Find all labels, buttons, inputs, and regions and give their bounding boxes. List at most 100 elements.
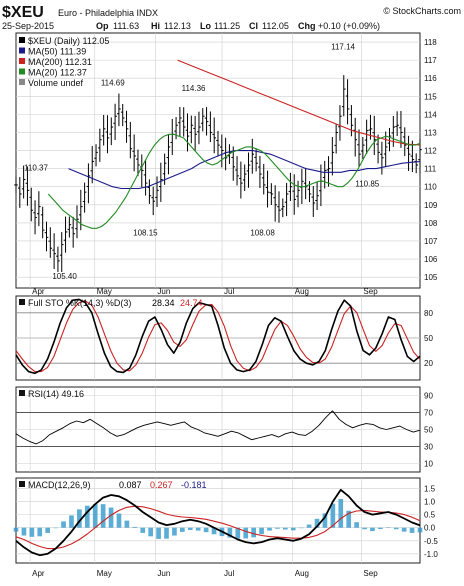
macd-histogram-bar xyxy=(346,510,352,528)
price-bar xyxy=(44,221,49,252)
macd-ytick-label: 0.5 xyxy=(424,511,436,520)
month-label-top: May xyxy=(97,287,112,296)
chg-label: Chg xyxy=(298,21,316,31)
rsi-ytick-label: 30 xyxy=(424,443,433,452)
macd-histogram-bar xyxy=(61,521,66,528)
price-bar xyxy=(21,165,26,199)
price-bar xyxy=(48,227,53,258)
macd-signal-line xyxy=(15,505,421,550)
month-label-bottom: Aug xyxy=(295,569,309,578)
price-bar xyxy=(151,186,156,216)
macd-histogram-bar xyxy=(13,527,19,532)
price-bar xyxy=(338,105,342,141)
price-bar xyxy=(67,216,72,238)
price-bar xyxy=(14,176,18,194)
price-ytick-label: 106 xyxy=(424,255,438,264)
macd-ytick-label: 1.5 xyxy=(424,484,436,493)
price-bar xyxy=(37,191,41,227)
macd-histogram-bar xyxy=(409,527,415,533)
rsi-legend-swatch xyxy=(19,390,25,396)
chg-value: +0.10 (+0.09%) xyxy=(318,21,380,31)
price-bar xyxy=(216,130,220,157)
macd-histogram-bar xyxy=(251,527,256,538)
month-label-bottom: Apr xyxy=(32,569,45,578)
price-bar xyxy=(94,144,98,167)
price-bar xyxy=(120,103,125,127)
price-ytick-label: 109 xyxy=(424,201,438,210)
price-extreme-label: 114.36 xyxy=(182,84,206,93)
price-ytick-label: 115 xyxy=(424,92,437,101)
price-bar xyxy=(200,108,205,132)
macd-legend-title: MACD(12,26,9) xyxy=(28,480,91,490)
price-bar xyxy=(345,79,350,125)
month-label-bottom: Jul xyxy=(224,569,234,578)
price-bar xyxy=(147,179,152,204)
price-bar xyxy=(246,152,251,188)
macd-histogram-bar xyxy=(211,527,217,535)
price-bar xyxy=(197,111,201,145)
macd-histogram-bar xyxy=(164,527,169,539)
price-bar xyxy=(75,205,79,239)
price-bar xyxy=(56,246,60,272)
price-extreme-label: 114.69 xyxy=(101,78,125,87)
macd-legend-swatch xyxy=(19,481,25,487)
price-extreme-label: 108.15 xyxy=(133,229,158,238)
price-bar xyxy=(193,115,197,152)
cl-label: Cl xyxy=(249,21,258,31)
ma50-line xyxy=(68,150,421,190)
macd-legend-signal: 0.267 xyxy=(150,480,173,490)
macd-histogram-bar xyxy=(172,527,177,536)
price-ytick-label: 118 xyxy=(424,38,437,47)
price-bar xyxy=(25,166,30,206)
macd-histogram-bar xyxy=(393,527,399,530)
macd-histogram-bar xyxy=(203,527,209,533)
month-label-top: Aug xyxy=(295,287,309,296)
macd-histogram-bar xyxy=(69,515,74,528)
macd-legend-value: 0.087 xyxy=(119,480,142,490)
price-bar xyxy=(361,136,365,160)
price-bar xyxy=(258,155,262,188)
index-name: Euro - Philadelphia INDX xyxy=(58,8,158,18)
sto-ytick-label: 50 xyxy=(424,334,433,343)
price-bar xyxy=(280,198,285,218)
macd-histogram-bar xyxy=(354,522,359,528)
price-bar xyxy=(98,128,102,162)
price-legend-swatch xyxy=(19,58,25,64)
price-bar xyxy=(341,75,346,117)
price-bar xyxy=(52,233,56,270)
sto-ytick-label: 20 xyxy=(424,359,433,368)
price-bar xyxy=(155,176,159,207)
macd-histogram-bar xyxy=(108,507,114,528)
price-bar xyxy=(292,174,297,215)
price-ytick-label: 113 xyxy=(424,128,437,137)
price-legend-item: MA(20) 112.37 xyxy=(28,68,87,78)
price-bar xyxy=(406,135,411,171)
price-bar xyxy=(265,170,270,208)
price-bar xyxy=(113,103,117,141)
price-bar xyxy=(204,107,209,136)
watermark: © StockCharts.com xyxy=(383,6,461,16)
price-ytick-label: 114 xyxy=(424,110,437,119)
price-bar xyxy=(383,131,388,167)
price-bar xyxy=(90,146,95,184)
price-bar xyxy=(181,107,186,137)
month-label-bottom: Sep xyxy=(363,569,378,578)
hi-value: 112.13 xyxy=(164,21,191,31)
macd-histogram-bar xyxy=(259,527,264,535)
price-bar xyxy=(315,181,319,211)
month-label-top: Apr xyxy=(32,287,45,296)
rsi-line xyxy=(15,410,421,445)
price-bar xyxy=(159,162,163,202)
macd-histogram-bar xyxy=(100,504,106,528)
price-bar xyxy=(82,182,87,213)
macd-panel: -1.0 -0.5 0.0 0.5 1.0 1.5 MACD(12,26,9) 0.087 0.… xyxy=(13,477,438,564)
rsi-panel: 10 30 50 70 90 RSI(14) 49.16 xyxy=(15,386,433,473)
price-bar xyxy=(208,111,213,143)
price-bar xyxy=(86,163,91,204)
month-label-top: Sep xyxy=(363,287,378,296)
macd-histogram-bar xyxy=(77,509,82,528)
price-bar xyxy=(334,124,338,154)
price-bar xyxy=(124,110,129,143)
macd-line xyxy=(15,488,421,557)
macd-histogram-bar xyxy=(235,527,241,539)
